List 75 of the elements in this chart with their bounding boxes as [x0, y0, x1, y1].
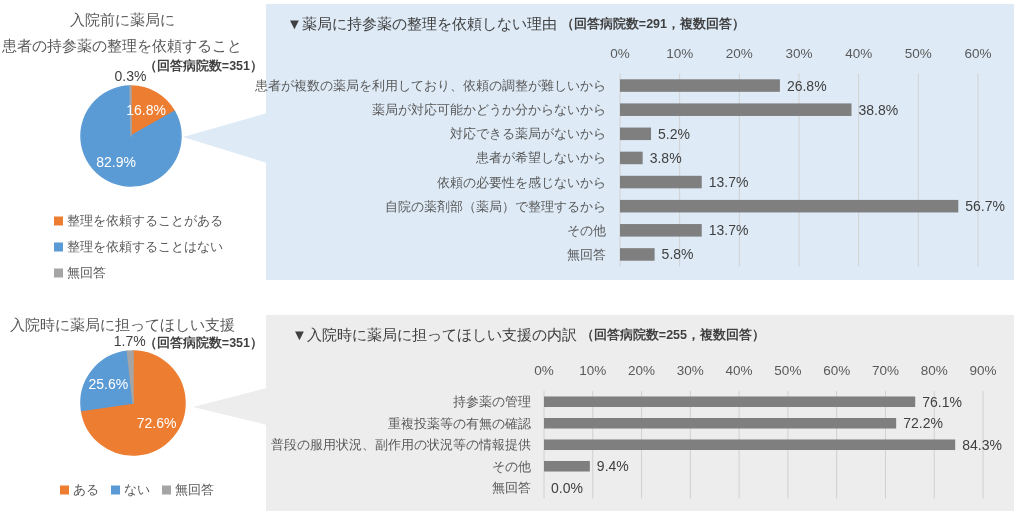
data-label: 13.7%	[708, 174, 749, 191]
data-label: 76.1%	[922, 393, 962, 410]
y-tick-label: 重複投薬等の有無の確認	[388, 415, 531, 431]
x-tick-label: 40%	[845, 45, 873, 61]
bar	[544, 460, 590, 472]
data-label: 82.9%	[96, 154, 136, 171]
y-tick-label: 自院の薬剤部（薬局）で整理するから	[385, 198, 606, 214]
y-tick-label: 薬局が対応可能かどうか分からないから	[372, 102, 606, 118]
bar	[620, 199, 959, 213]
y-tick-label: 患者が複数の薬局を利用しており、依頼の調整が難しいから	[254, 78, 606, 94]
x-tick-label: 70%	[871, 362, 899, 378]
y-tick-label: 普段の服用状況、副作用の状況等の情報提供	[271, 437, 531, 453]
x-tick-label: 50%	[774, 362, 802, 378]
bar	[620, 151, 643, 165]
chart-subtitle: （回答病院数=291，複数回答）	[560, 16, 746, 31]
data-label: 13.7%	[708, 222, 749, 239]
data-label: 72.6%	[136, 415, 177, 432]
y-tick-label: 無回答	[492, 480, 531, 496]
y-tick-label: 患者が希望しないから	[475, 150, 606, 166]
bar	[620, 103, 852, 116]
data-label: 9.4%	[596, 458, 629, 475]
x-tick-label: 10%	[579, 362, 607, 378]
data-label: 25.6%	[88, 375, 129, 392]
bar	[620, 127, 652, 141]
x-tick-label: 0%	[534, 362, 554, 378]
text: ▼薬局に持参薬の整理を依頼しない理由	[287, 14, 557, 32]
x-tick-label: 20%	[725, 45, 753, 61]
x-tick-label: 20%	[628, 362, 656, 378]
chart-subtitle: （回答病院数=255，複数回答）	[580, 327, 766, 342]
bar	[620, 175, 702, 189]
pie-slice	[80, 350, 186, 456]
bar	[544, 439, 956, 451]
x-tick-label: 60%	[823, 362, 851, 378]
legend-label: ない	[124, 483, 150, 497]
data-label: 38.8%	[858, 101, 899, 118]
legend-label: 無回答	[67, 266, 106, 280]
y-tick-label: 持参薬の管理	[453, 394, 531, 410]
data-label: 3.8%	[649, 149, 682, 166]
legend-label: 無回答	[175, 483, 214, 497]
x-tick-label: 80%	[920, 362, 948, 378]
bar	[620, 224, 702, 237]
x-tick-label: 0%	[610, 45, 630, 61]
bar	[544, 417, 897, 429]
data-label: 72.2%	[903, 415, 943, 432]
legend-label: ある	[73, 483, 99, 497]
data-label: 5.2%	[658, 125, 690, 142]
x-tick-label: 50%	[904, 45, 932, 61]
data-label: 56.7%	[965, 198, 1006, 215]
x-tick-label: 10%	[666, 45, 694, 61]
bar	[620, 248, 655, 261]
y-tick-label: 対応できる薬局がないから	[450, 126, 606, 142]
x-tick-label: 90%	[969, 362, 997, 378]
data-label: 1.7%	[113, 333, 146, 350]
bar	[544, 396, 916, 408]
legend-label: 整理を依頼することがある	[67, 214, 223, 228]
pie-slice	[80, 85, 182, 187]
data-label: 5.8%	[661, 246, 694, 263]
pie-slice	[80, 350, 134, 412]
chart-title: 入院時に薬局に担ってほしい支援	[9, 317, 235, 333]
chart-title: 入院前に薬局に患者の持参薬の整理を依頼すること	[1, 12, 242, 54]
data-label: 84.3%	[962, 436, 1002, 453]
y-tick-label: その他	[567, 222, 606, 238]
x-tick-label: 30%	[676, 362, 704, 378]
x-tick-label: 60%	[964, 45, 992, 61]
y-tick-label: 無回答	[567, 246, 606, 262]
data-label: 0.0%	[551, 479, 583, 496]
legend-label: 整理を依頼することはない	[67, 240, 223, 254]
y-tick-label: その他	[492, 458, 531, 474]
pie-slice	[126, 350, 134, 404]
x-tick-label: 30%	[785, 45, 813, 61]
bar	[620, 79, 780, 92]
x-tick-label: 40%	[725, 362, 753, 378]
y-tick-label: 依頼の必要性を感じないから	[437, 174, 606, 190]
chart-title: ▼入院時に薬局に担ってほしい支援の内訳	[292, 325, 577, 343]
data-label: 26.8%	[786, 77, 827, 94]
